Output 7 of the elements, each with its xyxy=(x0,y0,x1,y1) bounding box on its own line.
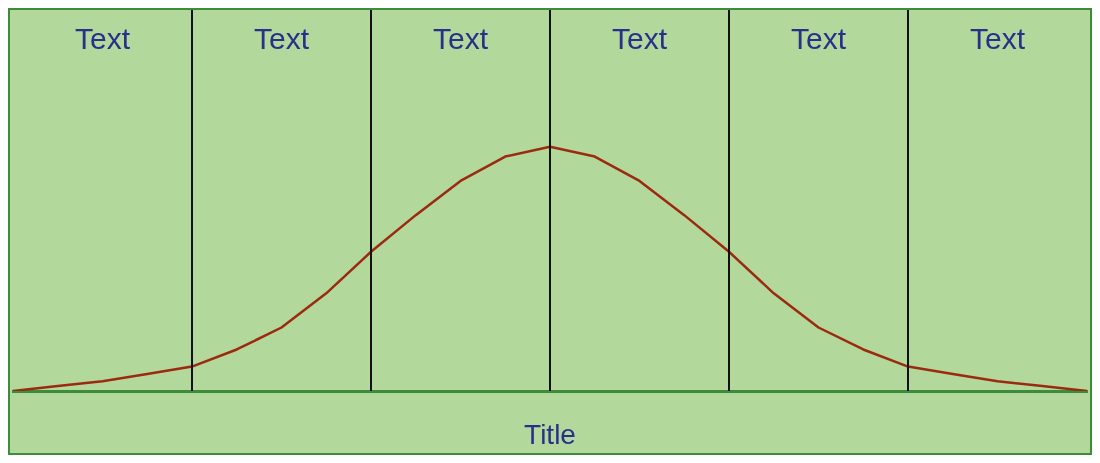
text: Text xyxy=(969,22,1026,56)
text: Text xyxy=(253,22,310,56)
text: Text xyxy=(74,22,131,56)
text: Text xyxy=(611,22,668,56)
text: Text xyxy=(790,22,847,56)
text: Text xyxy=(432,22,489,56)
x-axis-title: Title xyxy=(524,418,576,450)
